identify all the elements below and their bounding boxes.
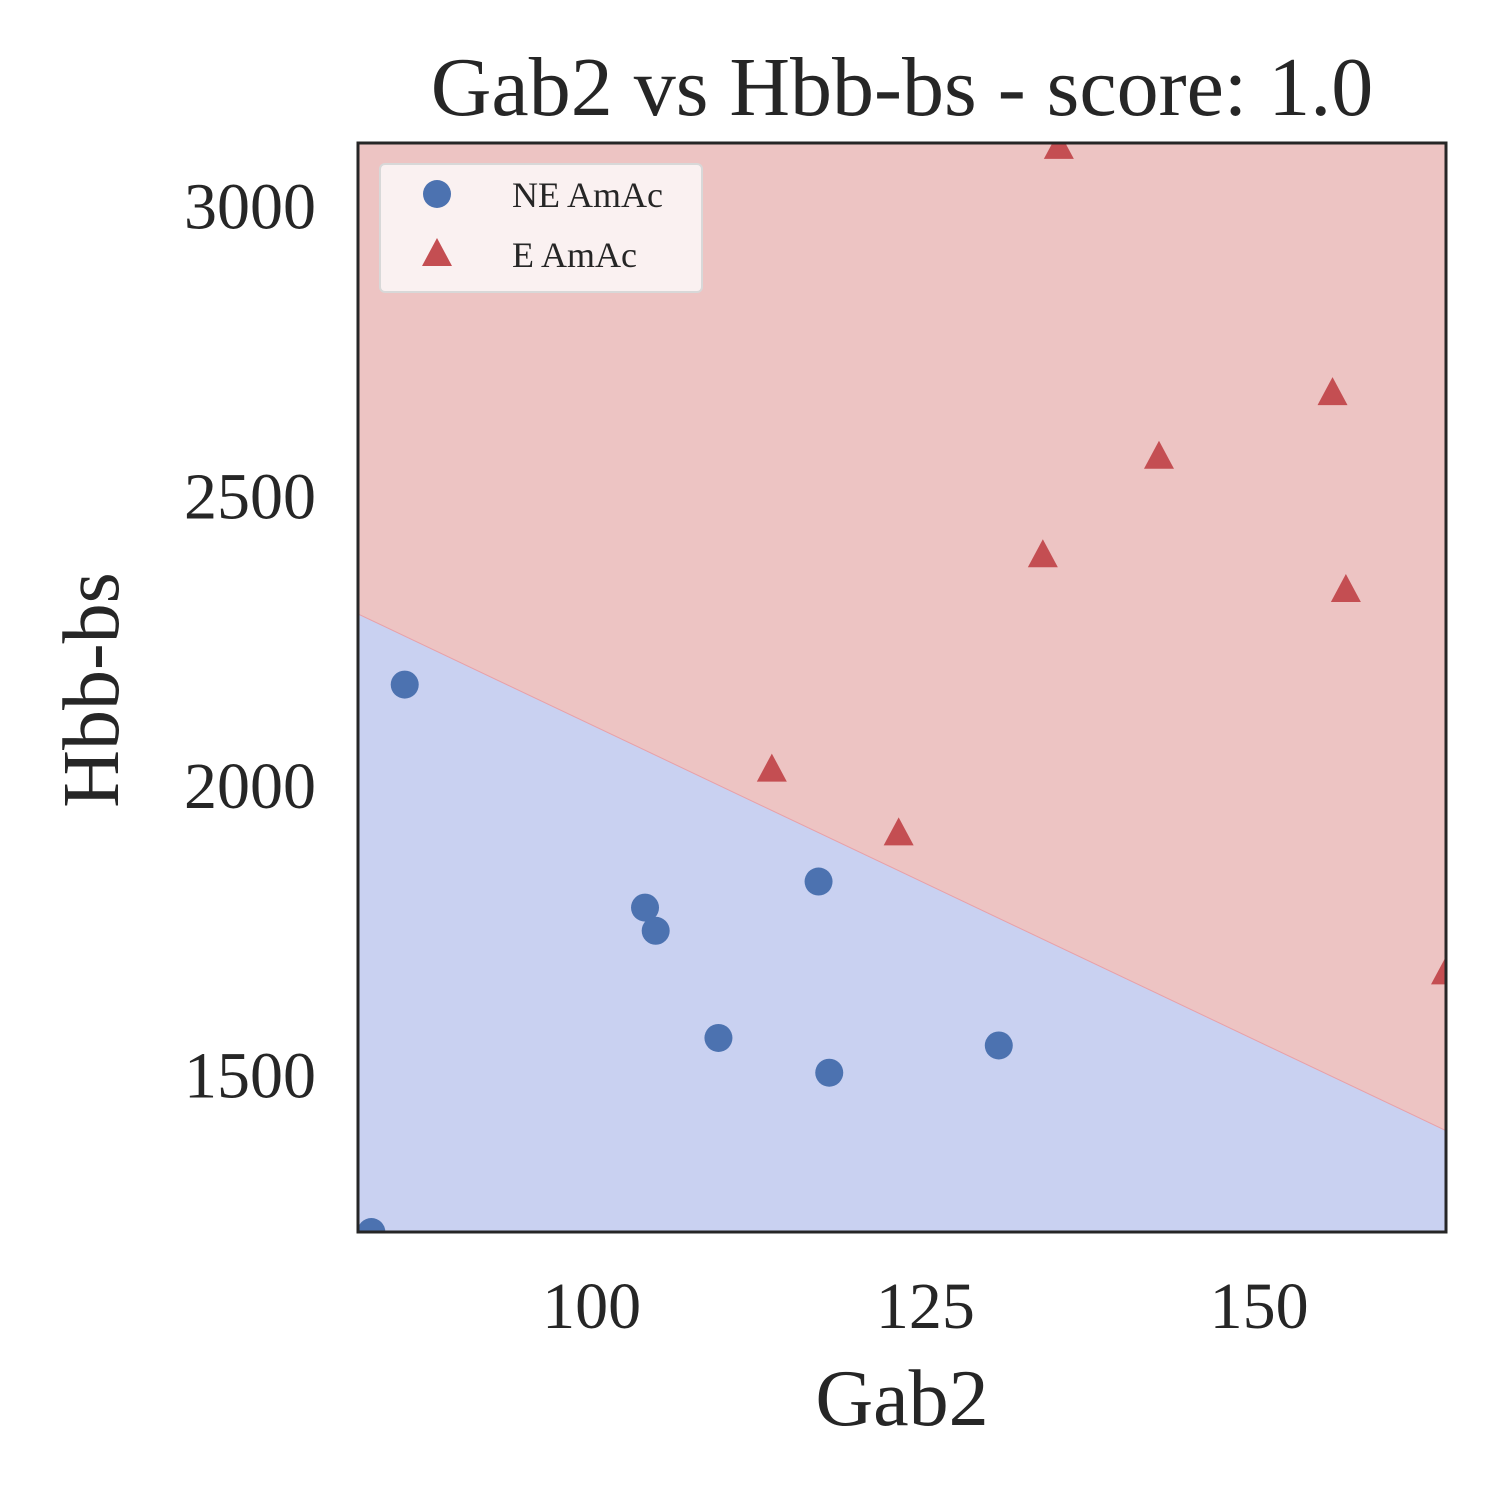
legend-marker-e-amac	[422, 238, 452, 266]
x-tick-label: 100	[542, 1270, 641, 1343]
legend: NE AmAc E AmAc	[379, 163, 703, 293]
legend-label-e-amac: E AmAc	[512, 235, 637, 275]
point-series-0-0	[358, 1218, 386, 1232]
point-series-1-7	[1431, 956, 1446, 985]
region-ne-amac	[358, 613, 1446, 1232]
y-tick-label: 2500	[184, 460, 316, 533]
point-series-1-2	[883, 817, 914, 846]
legend-box	[379, 163, 703, 293]
x-axis-label: Gab2	[815, 1355, 988, 1443]
point-series-1-1	[756, 753, 787, 782]
point-series-0-5	[804, 867, 833, 896]
point-series-1-3	[1027, 539, 1058, 568]
point-series-1-0	[1043, 143, 1074, 159]
point-series-0-3	[641, 916, 670, 945]
y-tick-label: 1500	[184, 1040, 316, 1113]
point-series-0-4	[704, 1023, 733, 1052]
legend-label-ne-amac: NE AmAc	[512, 175, 663, 215]
plot-frame	[356, 141, 1448, 1234]
point-series-1-4	[1143, 440, 1174, 469]
plot-area	[356, 141, 1448, 1234]
point-series-1-5	[1317, 377, 1348, 406]
y-axis-label: Hbb-bs	[48, 572, 136, 808]
y-tick-label: 3000	[184, 171, 316, 244]
decision-boundary	[358, 613, 1446, 1132]
y-tick-label: 2000	[184, 750, 316, 823]
point-series-0-2	[631, 893, 660, 922]
chart-title: Gab2 vs Hbb-bs - score: 1.0	[431, 41, 1374, 134]
x-axis-ticks: 100 125 150	[542, 1270, 1308, 1343]
x-tick-label: 150	[1210, 1270, 1309, 1343]
x-tick-label: 125	[876, 1270, 975, 1343]
point-series-0-7	[984, 1031, 1013, 1060]
point-series-0-6	[815, 1058, 844, 1087]
point-series-1-6	[1330, 574, 1361, 603]
legend-marker-ne-amac	[423, 180, 451, 208]
y-axis-ticks: 1500 2000 2500 3000	[184, 171, 316, 1113]
point-series-0-1	[390, 670, 419, 699]
region-e-amac	[358, 143, 1446, 1131]
